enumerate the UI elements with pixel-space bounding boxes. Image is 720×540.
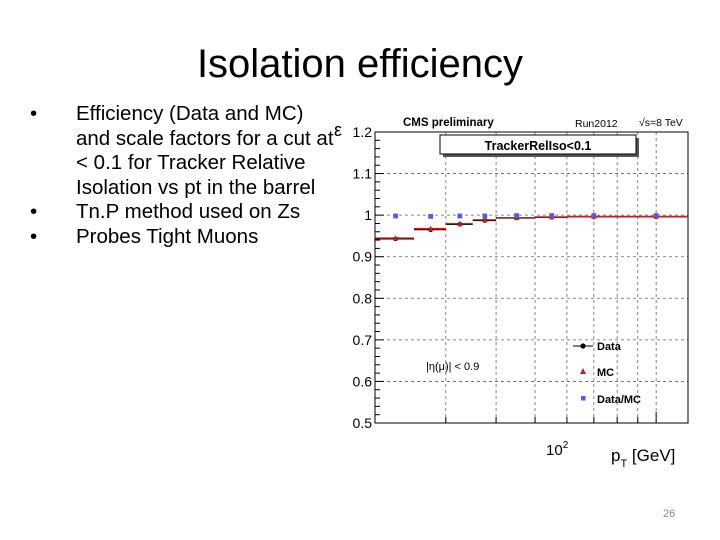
point-mc — [482, 216, 488, 223]
x-axis-label-unit: [GeV] — [627, 446, 675, 465]
y-tick-label: 0.7 — [353, 332, 373, 348]
x-axis-label: pT [GeV] — [611, 446, 675, 470]
y-tick-label: 1.1 — [353, 166, 373, 182]
y-axis-label: ε — [334, 120, 342, 140]
legend: Data MC Data/MC — [573, 341, 641, 406]
bullet-item: Probes Tight Muons — [30, 225, 340, 250]
plot-frame — [374, 131, 689, 424]
y-tick-label: 0.5 — [353, 415, 373, 431]
legend-entry-mc: MC — [580, 367, 614, 379]
x-axis-label-p: p — [611, 446, 620, 465]
point-data-mc — [482, 213, 488, 219]
point-data-mc — [428, 213, 434, 219]
x-major-tick-exp: 2 — [563, 440, 569, 451]
legend-entry-data: Data — [573, 341, 622, 353]
point-mc — [427, 225, 434, 231]
legend-marker-mc — [580, 368, 586, 374]
region-label: |η(μ)| < 0.9 — [426, 361, 479, 373]
legend-label-data: Data — [597, 341, 622, 353]
y-tick-label: 1.2 — [353, 124, 373, 140]
legend-marker-data — [580, 343, 586, 349]
x-axis-label-sub: T — [620, 458, 627, 470]
x-major-tick-label: 102 — [546, 440, 569, 459]
point-data-mc — [514, 213, 520, 218]
legend-entry-data-mc: Data/MC — [581, 394, 641, 406]
legend-marker-data-mc — [581, 396, 586, 401]
slide-title: Isolation efficiency — [196, 42, 524, 86]
x-major-tick-base: 10 — [546, 442, 563, 459]
cut-label: TrackerRelIso<0.1 — [485, 139, 592, 153]
point-mc — [392, 235, 399, 241]
slide-number: 26 — [663, 508, 676, 520]
point-data-mc — [591, 213, 597, 218]
y-tick-label: 0.6 — [353, 373, 373, 389]
plot-title: CMS preliminary — [403, 117, 494, 129]
bullet-list: Efficiency (Data and MC) and scale facto… — [30, 102, 340, 249]
cut-label-box: TrackerRelIso<0.1 — [439, 134, 639, 157]
y-tick-label: 1 — [364, 207, 372, 223]
y-tick-label: 0.8 — [353, 290, 373, 306]
y-tick-label: 0.9 — [353, 249, 373, 265]
bullet-item: Efficiency (Data and MC) and scale facto… — [30, 102, 340, 200]
point-data-mc — [549, 213, 555, 218]
legend-label-data-mc: Data/MC — [597, 394, 641, 406]
point-data-mc — [457, 213, 463, 219]
point-mc — [457, 220, 463, 226]
energy-label: √s=8 TeV — [639, 117, 683, 129]
point-data-mc — [393, 213, 398, 219]
run-label: Run2012 — [575, 118, 618, 130]
bullet-item: Tn.P method used on Zs — [30, 200, 340, 225]
legend-label-mc: MC — [597, 367, 614, 379]
point-data-mc — [653, 213, 659, 218]
